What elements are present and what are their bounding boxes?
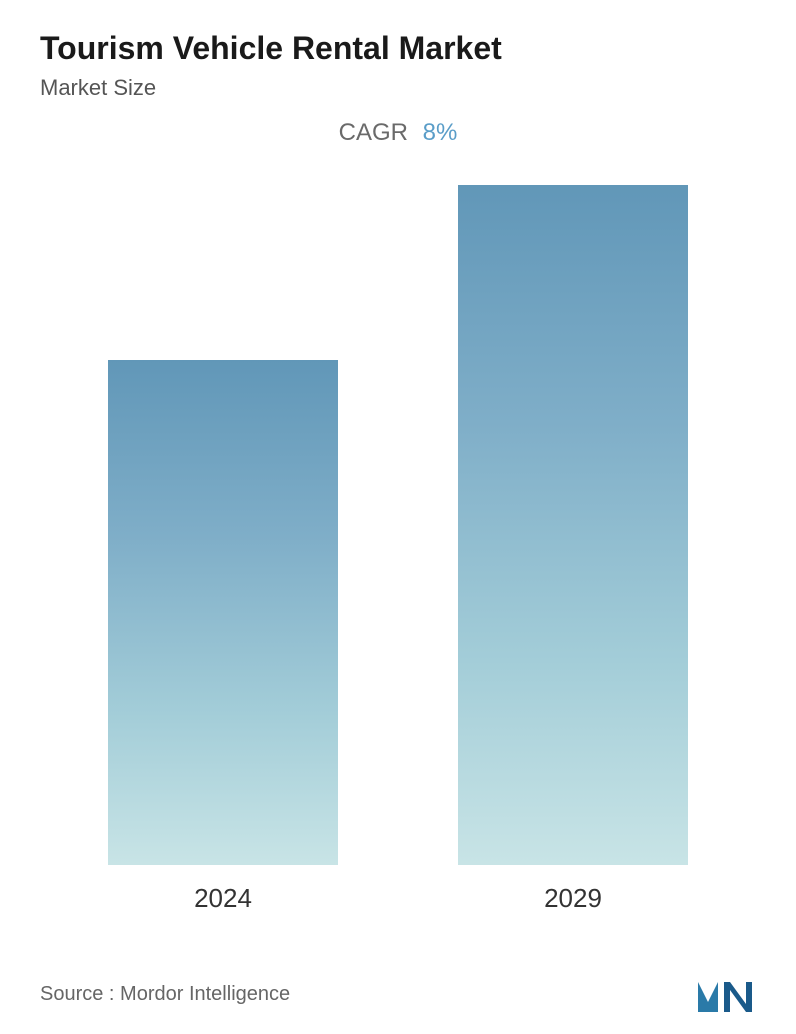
bar-group-1: 2029 [458, 185, 688, 914]
cagr-label: CAGR [339, 119, 408, 146]
bar-label-0: 2024 [194, 883, 252, 914]
mn-logo-icon [696, 974, 756, 1014]
bar-group-0: 2024 [108, 360, 338, 914]
infographic-container: Tourism Vehicle Rental Market Market Siz… [0, 0, 796, 1034]
chart-title: Tourism Vehicle Rental Market [40, 30, 756, 67]
source-text: Source : Mordor Intelligence [40, 983, 290, 1006]
bar-label-1: 2029 [544, 883, 602, 914]
chart-subtitle: Market Size [40, 75, 756, 101]
footer: Source : Mordor Intelligence [40, 974, 756, 1014]
cagr-value: 8% [423, 119, 458, 146]
bar-0 [108, 360, 338, 865]
chart-area: 2024 2029 [40, 157, 756, 964]
bar-1 [458, 185, 688, 865]
brand-logo [696, 974, 756, 1014]
cagr-row: CAGR 8% [40, 119, 756, 147]
